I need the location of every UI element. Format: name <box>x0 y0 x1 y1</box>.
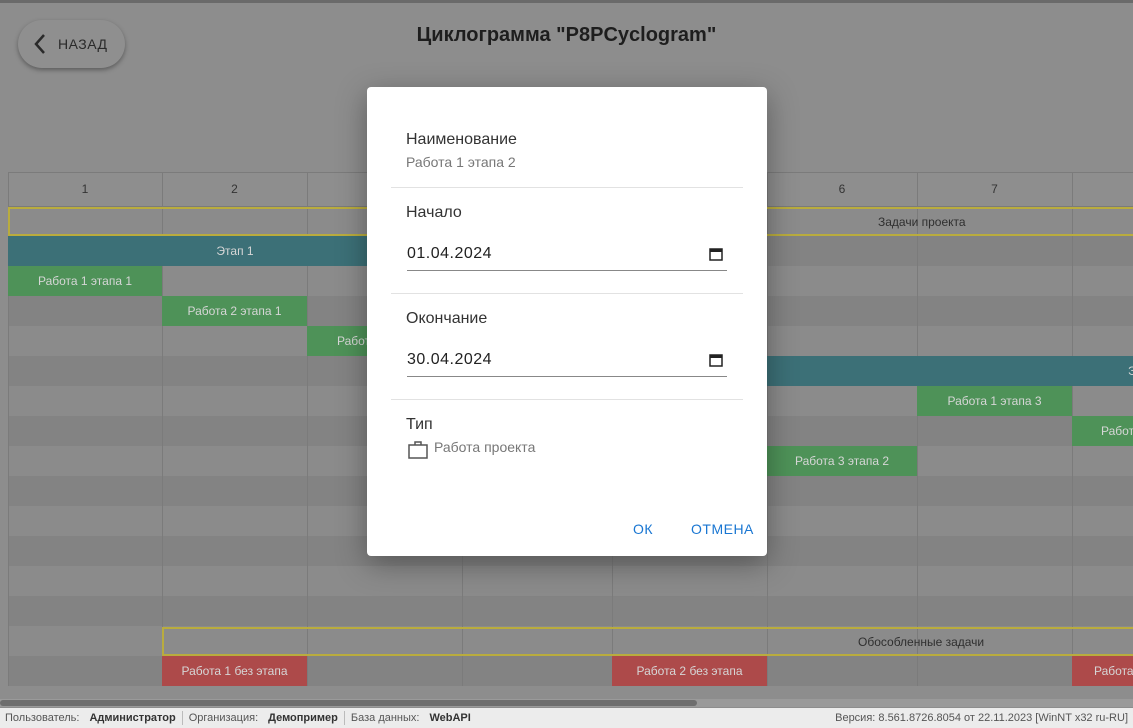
column-header: 6 <box>838 182 846 196</box>
dialog: Наименование Работа 1 этапа 2 Начало 01.… <box>367 87 767 556</box>
grid-line <box>767 172 768 686</box>
column-header: 2 <box>231 182 238 196</box>
task-bar[interactable]: Работа 3 этапа 2 <box>767 446 917 476</box>
scrollbar[interactable] <box>0 699 1133 707</box>
task-bar[interactable]: Работа 2 этапа 1 <box>162 296 307 326</box>
grid-row <box>8 626 1133 656</box>
field-value: Работа проекта <box>434 439 536 455</box>
field-label: Начало <box>406 204 462 221</box>
input-underline <box>407 376 727 377</box>
status-label: Организация: <box>188 712 259 724</box>
divider <box>391 187 743 188</box>
scrollbar-thumb[interactable] <box>0 700 697 706</box>
status-bar: Пользователь: Администратор Организация:… <box>0 708 1133 728</box>
field-label: Тип <box>406 416 433 433</box>
back-label: НАЗАД <box>58 36 108 52</box>
field-label: Окончание <box>406 310 488 327</box>
version: Версия: 8.561.8726.8054 от 22.11.2023 [W… <box>835 712 1128 724</box>
page-title: Циклограмма "P8PCyclogram" <box>416 24 717 46</box>
back-button[interactable]: НАЗАД <box>18 20 125 68</box>
briefcase-icon <box>408 441 428 459</box>
task-bar[interactable]: Работа 1 этапа 3 <box>917 386 1072 416</box>
cancel-button[interactable]: ОТМЕНА <box>691 521 754 537</box>
status-label: База данных: <box>350 712 420 724</box>
input-underline <box>407 270 727 271</box>
status-value: Демопример <box>268 712 338 724</box>
task-bar[interactable]: Работа 3 без этапа <box>1072 656 1133 686</box>
status-label: Пользователь: <box>5 712 80 724</box>
column-header: 7 <box>991 182 998 196</box>
field-label: Наименование <box>406 131 517 148</box>
field-value: Работа 1 этапа 2 <box>406 154 516 170</box>
calendar-icon[interactable] <box>708 352 724 368</box>
grid-line <box>917 172 918 686</box>
task-bar[interactable]: Работа 1 этапа 1 <box>8 266 162 296</box>
grid-line <box>8 172 9 686</box>
task-bar[interactable]: Работа 2 этапа 3 <box>1072 416 1133 446</box>
grid-line <box>162 172 163 686</box>
divider <box>391 399 743 400</box>
group-bar[interactable]: Обособленные задачи <box>162 627 1133 656</box>
top-bar <box>0 0 1133 3</box>
date-input[interactable]: 30.04.2024 <box>407 351 493 368</box>
grid-line <box>307 172 308 686</box>
status-value: WebAPI <box>429 712 471 724</box>
task-bar[interactable]: Работа 1 без этапа <box>162 656 307 686</box>
status-value: Администратор <box>89 712 176 724</box>
grid-row <box>8 566 1133 596</box>
divider <box>391 293 743 294</box>
column-header: 1 <box>81 182 89 196</box>
back-icon <box>34 34 45 54</box>
date-input[interactable]: 01.04.2024 <box>407 245 493 262</box>
calendar-icon[interactable] <box>708 246 724 262</box>
ok-button[interactable]: ОК <box>633 521 654 537</box>
task-bar[interactable]: Работа 2 без этапа <box>612 656 767 686</box>
grid-row <box>8 596 1133 626</box>
